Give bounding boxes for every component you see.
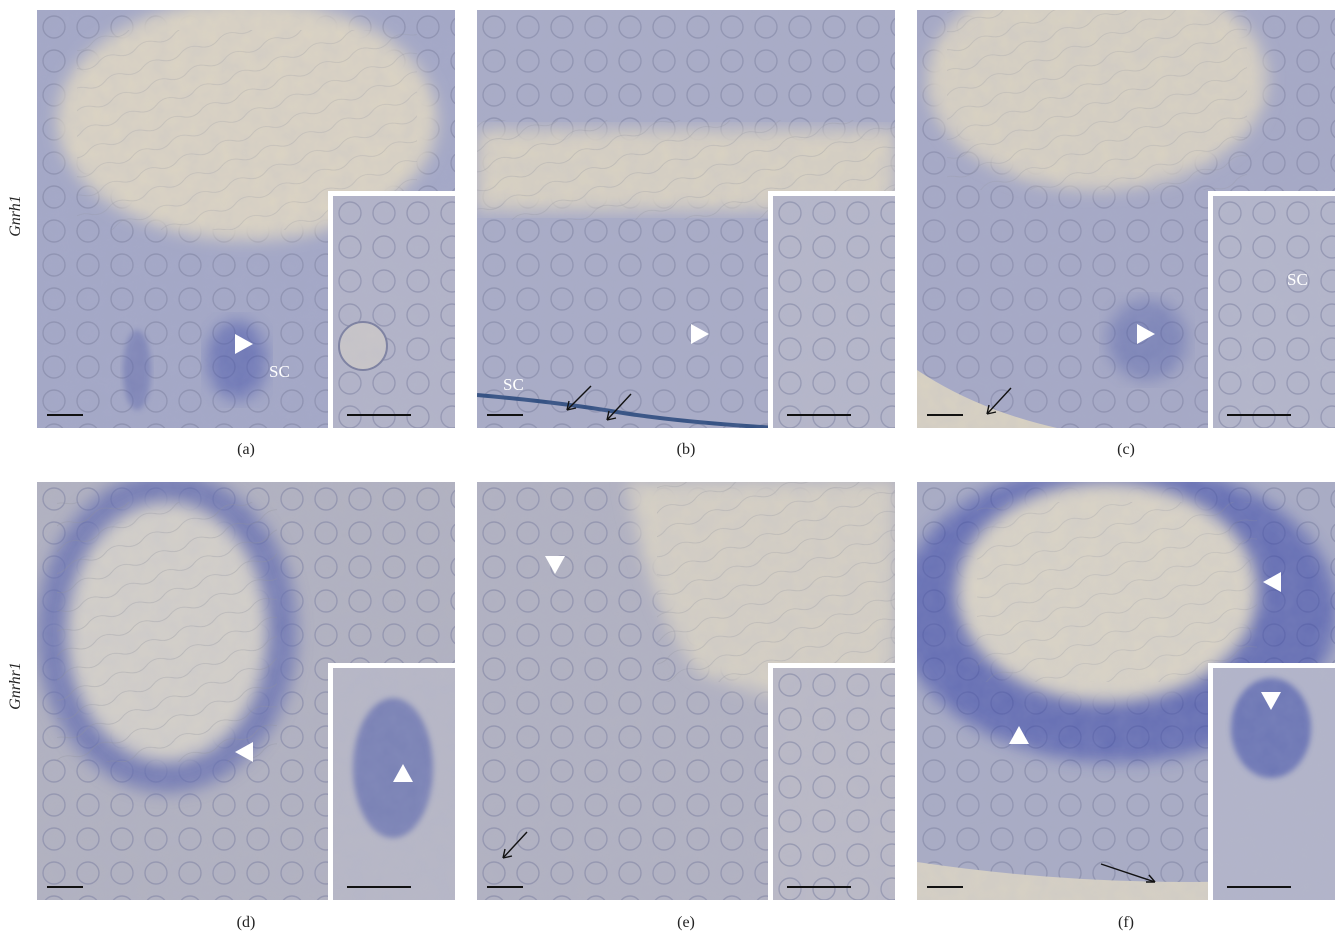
arrow-marker [1100,863,1156,883]
arrowhead-marker [1009,726,1029,744]
panel-caption: (b) [676,441,696,458]
arrowhead-marker [545,556,565,574]
scale-bar [347,886,411,888]
panel-caption: (d) [236,914,256,931]
arrowhead-marker [1261,692,1281,710]
panel-caption: (e) [677,914,695,931]
row-label-gnrhr1: Gnrhr1 [7,662,24,710]
scale-bar [927,414,963,416]
scale-bar [787,414,851,416]
micrograph-panel-f [917,482,1335,900]
micrograph-panel-a: SC [37,10,455,428]
sc-label: SC [503,375,524,394]
arrowhead-marker [691,324,709,344]
arrow-marker [566,385,592,411]
arrowhead-marker [1137,324,1155,344]
inset-panel [768,663,895,900]
scale-bar [787,886,851,888]
inset-panel [1208,663,1335,900]
arrowhead-marker [393,764,413,782]
micrograph-panel-b: SC [477,10,895,428]
arrow-marker [502,831,528,859]
micrograph-panel-c: SC [917,10,1335,428]
inset-panel [768,191,895,428]
inset-panel [328,191,455,428]
sc-label: SC [1287,270,1308,289]
inset-panel [328,663,455,900]
arrowhead-marker [235,742,253,762]
scale-bar [487,414,523,416]
inset-panel: SC [1208,191,1335,428]
panel-caption: (c) [1117,441,1135,458]
scale-bar [47,886,83,888]
sc-label: SC [269,362,290,381]
arrow-marker [606,393,632,421]
scale-bar [1227,886,1291,888]
scale-bar [927,886,963,888]
scale-bar [47,414,83,416]
scale-bar [1227,414,1291,416]
arrowhead-marker [1263,572,1281,592]
micrograph-panel-d [37,482,455,900]
row-label-gnrh1: Gnrh1 [7,195,24,237]
micrograph-panel-e [477,482,895,900]
arrowhead-marker [235,334,253,354]
panel-caption: (a) [237,441,255,458]
scale-bar [487,886,523,888]
panel-caption: (f) [1118,914,1134,931]
arrow-marker [986,387,1012,415]
scale-bar [347,414,411,416]
